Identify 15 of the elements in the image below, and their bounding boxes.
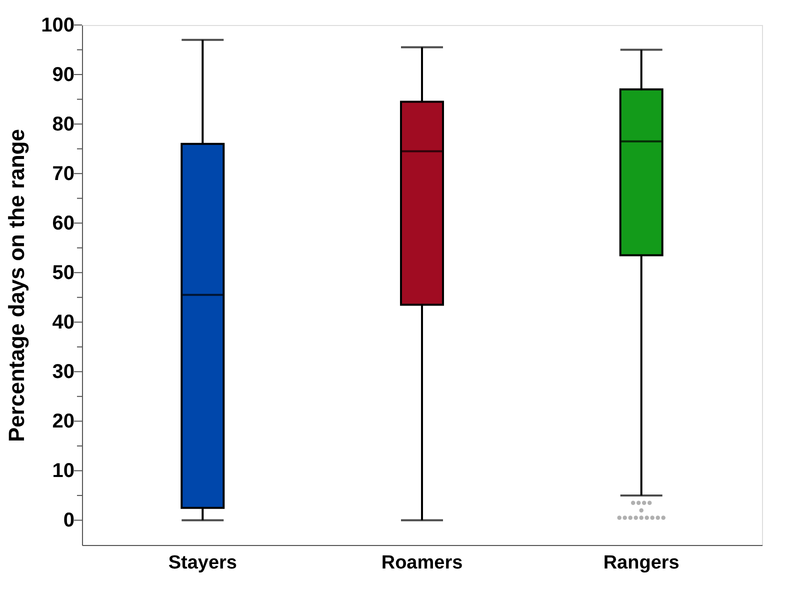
- y-tick-label: 80: [52, 114, 74, 136]
- x-tick-label: Stayers: [168, 552, 237, 574]
- y-tick-label: 30: [52, 361, 74, 384]
- y-tick-label: 100: [41, 14, 74, 36]
- x-tick-label: Rangers: [603, 552, 680, 574]
- y-tick-label: 70: [52, 163, 74, 186]
- y-tick-label: 40: [52, 312, 74, 334]
- y-tick-label: 20: [52, 410, 74, 433]
- y-tick-label: 90: [52, 64, 74, 86]
- y-axis-title: Percentage days on the range: [4, 129, 30, 442]
- y-tick-label: 0: [63, 510, 74, 532]
- y-tick-label: 50: [52, 262, 74, 284]
- y-tick-label: 60: [52, 212, 74, 235]
- x-tick-label: Roamers: [381, 552, 463, 574]
- y-tick-label: 10: [52, 460, 74, 482]
